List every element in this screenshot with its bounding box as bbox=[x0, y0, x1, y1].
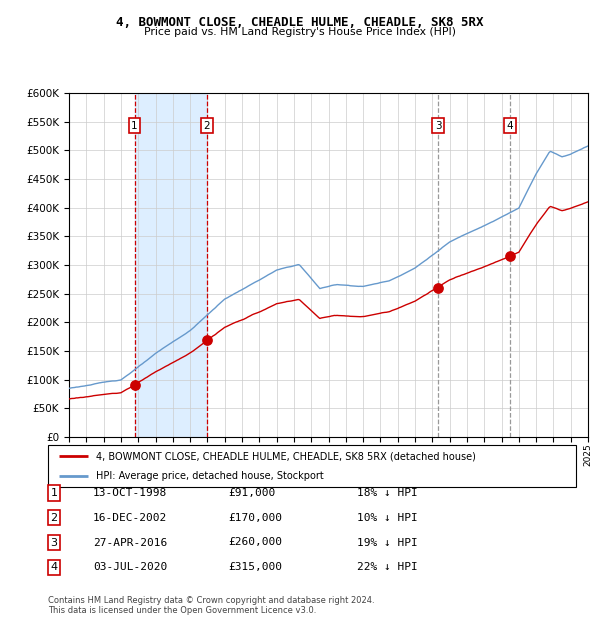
Text: 22% ↓ HPI: 22% ↓ HPI bbox=[357, 562, 418, 572]
Text: 03-JUL-2020: 03-JUL-2020 bbox=[93, 562, 167, 572]
FancyBboxPatch shape bbox=[48, 445, 576, 487]
Text: 19% ↓ HPI: 19% ↓ HPI bbox=[357, 538, 418, 547]
Text: 4: 4 bbox=[50, 562, 58, 572]
Point bbox=[433, 283, 443, 293]
Text: Contains HM Land Registry data © Crown copyright and database right 2024.
This d: Contains HM Land Registry data © Crown c… bbox=[48, 596, 374, 615]
Text: 2: 2 bbox=[203, 121, 210, 131]
Text: HPI: Average price, detached house, Stockport: HPI: Average price, detached house, Stoc… bbox=[95, 471, 323, 481]
Point bbox=[202, 335, 212, 345]
Text: 16-DEC-2002: 16-DEC-2002 bbox=[93, 513, 167, 523]
Text: 4, BOWMONT CLOSE, CHEADLE HULME, CHEADLE, SK8 5RX (detached house): 4, BOWMONT CLOSE, CHEADLE HULME, CHEADLE… bbox=[95, 451, 475, 461]
Text: Price paid vs. HM Land Registry's House Price Index (HPI): Price paid vs. HM Land Registry's House … bbox=[144, 27, 456, 37]
Text: 4: 4 bbox=[507, 121, 514, 131]
Text: 3: 3 bbox=[50, 538, 58, 547]
Point bbox=[130, 380, 139, 390]
Point bbox=[505, 252, 515, 262]
Text: 18% ↓ HPI: 18% ↓ HPI bbox=[357, 488, 418, 498]
Text: 27-APR-2016: 27-APR-2016 bbox=[93, 538, 167, 547]
Text: £91,000: £91,000 bbox=[228, 488, 275, 498]
Bar bbox=[134, 93, 207, 437]
Text: 4, BOWMONT CLOSE, CHEADLE HULME, CHEADLE, SK8 5RX: 4, BOWMONT CLOSE, CHEADLE HULME, CHEADLE… bbox=[116, 16, 484, 29]
Text: 1: 1 bbox=[50, 488, 58, 498]
Text: 10% ↓ HPI: 10% ↓ HPI bbox=[357, 513, 418, 523]
Text: 1: 1 bbox=[131, 121, 138, 131]
Text: 2: 2 bbox=[50, 513, 58, 523]
Text: £315,000: £315,000 bbox=[228, 562, 282, 572]
Text: £260,000: £260,000 bbox=[228, 538, 282, 547]
Text: £170,000: £170,000 bbox=[228, 513, 282, 523]
Text: 13-OCT-1998: 13-OCT-1998 bbox=[93, 488, 167, 498]
Text: 3: 3 bbox=[434, 121, 442, 131]
